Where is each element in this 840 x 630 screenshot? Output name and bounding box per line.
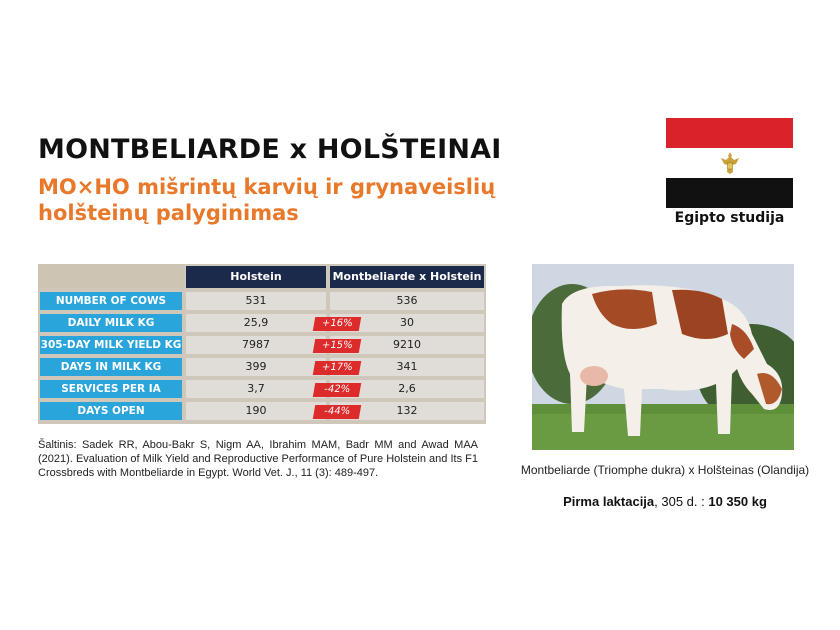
diff-badge-daily-milk: +16% bbox=[312, 317, 362, 331]
cell-holstein-days-in-milk: 399 bbox=[186, 358, 326, 376]
page-subtitle: MO×HO mišrintų karvių ir grynaveislių ho… bbox=[38, 175, 496, 225]
comparison-table: Holstein Montbeliarde x Holstein NUMBER … bbox=[38, 264, 486, 424]
lactation-days: , 305 d. : bbox=[654, 494, 709, 509]
row-label-cows: NUMBER OF COWS bbox=[40, 292, 182, 310]
study-label: Egipto studija bbox=[674, 210, 785, 226]
cell-cross-daily-milk: 30 bbox=[330, 314, 484, 332]
row-label-days-open: DAYS OPEN bbox=[40, 402, 182, 420]
lactation-label: Pirma laktacija bbox=[563, 494, 655, 509]
diff-badge-days-in-milk: +17% bbox=[312, 361, 362, 375]
row-label-daily-milk: DAILY MILK KG bbox=[40, 314, 182, 332]
lactation-yield: 10 350 kg bbox=[708, 494, 767, 509]
row-label-305-day: 305-DAY MILK YIELD KG bbox=[40, 336, 182, 354]
row-label-services: SERVICES PER IA bbox=[40, 380, 182, 398]
diff-badge-days-open: -44% bbox=[312, 405, 362, 419]
diff-badge-services: -42% bbox=[312, 383, 362, 397]
eagle-emblem-icon bbox=[721, 152, 739, 174]
cell-cross-cows: 536 bbox=[330, 292, 484, 310]
photo-caption: Montbeliarde (Triomphe dukra) x Holštein… bbox=[520, 463, 810, 477]
header-cross: Montbeliarde x Holstein bbox=[330, 266, 484, 288]
cell-holstein-days-open: 190 bbox=[186, 402, 326, 420]
header-holstein: Holstein bbox=[186, 266, 326, 288]
source-citation: Šaltinis: Sadek RR, Abou-Bakr S, Nigm AA… bbox=[38, 439, 478, 479]
cell-holstein-305-day: 7987 bbox=[186, 336, 326, 354]
cell-cross-days-open: 132 bbox=[330, 402, 484, 420]
page-title: MONTBELIARDE x HOLŠTEINAI bbox=[38, 134, 502, 165]
row-label-days-in-milk: DAYS IN MILK KG bbox=[40, 358, 182, 376]
cell-cross-days-in-milk: 341 bbox=[330, 358, 484, 376]
cell-holstein-cows: 531 bbox=[186, 292, 326, 310]
cow-photo bbox=[532, 264, 794, 450]
cow-illustration-icon bbox=[532, 264, 794, 450]
table-header-blank bbox=[38, 264, 184, 288]
lactation-caption: Pirma laktacija, 305 d. : 10 350 kg bbox=[505, 494, 825, 509]
cell-cross-services: 2,6 bbox=[330, 380, 484, 398]
egypt-flag-icon bbox=[666, 118, 793, 208]
cell-cross-305-day: 9210 bbox=[330, 336, 484, 354]
cell-holstein-services: 3,7 bbox=[186, 380, 326, 398]
diff-badge-305-day: +15% bbox=[312, 339, 362, 353]
cell-holstein-daily-milk: 25,9 bbox=[186, 314, 326, 332]
